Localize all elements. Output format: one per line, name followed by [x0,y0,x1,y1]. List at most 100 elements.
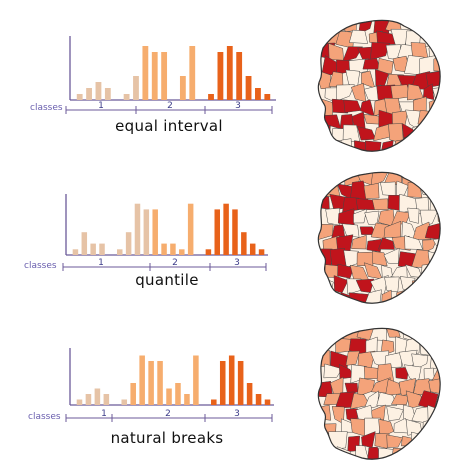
map-district [370,42,391,61]
class-label-3: 3 [234,258,240,268]
panel-equal-interval: classes 1 2 3 equal interval [30,19,441,152]
chart-title: natural breaks [111,429,224,447]
histogram-bar [166,388,172,405]
histogram-bar [143,209,150,255]
choropleth-map-natural-breaks [317,327,441,460]
histogram-bar [255,394,262,405]
histogram-bar [184,394,190,405]
map-district [364,289,382,304]
map-district [376,391,397,406]
histogram-bar [170,243,176,255]
histogram-bar [187,203,194,255]
histogram-bar [264,94,271,100]
map-district [431,29,441,44]
histogram-bar [264,399,271,405]
map-district [366,238,382,253]
map-district [363,390,379,411]
map-district [436,181,441,199]
histogram-bar [151,52,158,100]
map-district [333,275,349,293]
histogram-bar [179,249,185,255]
map-district [386,405,404,421]
histogram-bar [134,203,141,255]
map-district [419,209,439,227]
map-district [371,404,386,421]
map-district [428,378,441,395]
class-label-1: 1 [101,409,107,419]
class-label-1: 1 [98,258,104,268]
map-district [427,328,441,343]
histogram-bar [189,46,196,100]
classes-label: classes [24,261,57,271]
histogram-bar [241,232,247,255]
map-district [407,445,423,460]
histogram-bar [95,82,102,100]
map-district [374,433,390,449]
histogram-bar [211,399,217,405]
map-district [342,124,360,143]
map-district [407,207,420,224]
classes-label: classes [30,103,63,113]
map-district [422,239,437,254]
map-district [420,289,437,304]
histogram-bar [161,243,167,255]
histogram-bar [85,394,92,405]
map-district [348,29,369,44]
histogram-bar [223,203,229,255]
histogram-bar [245,76,252,100]
histogram-bar [90,243,96,255]
map-district [404,137,425,152]
class-bracket [62,263,267,271]
class-bracket [65,106,273,114]
map-district [413,20,428,35]
map-district [404,291,424,304]
histogram-bar [94,388,101,405]
map-district [412,280,432,291]
map-district [401,328,419,341]
map-district [369,328,387,341]
histogram-bar [103,394,110,405]
map-district [391,447,412,460]
histogram-bar [72,249,79,255]
map-district [353,208,367,224]
histogram-quantile: classes 1 2 3 quantile [24,194,268,289]
histogram-bar [193,355,199,405]
panel-quantile: classes 1 2 3 quantile [24,171,441,304]
histogram-bar [226,46,233,100]
histogram-bar [258,249,265,255]
map-district [429,277,441,297]
histogram-bar [76,399,83,405]
class-label-2: 2 [165,409,171,419]
map-district [372,251,388,267]
map-district [384,276,400,293]
class-label-2: 2 [172,258,178,268]
map-district [318,350,331,367]
histogram-bar [86,88,92,100]
histogram-bar [179,76,186,100]
choropleth-map-quantile [317,171,441,304]
histogram-bar [121,399,128,405]
map-district [318,20,331,34]
histogram-bar [130,383,136,405]
histogram-bar [236,52,243,100]
map-district [432,418,441,435]
map-district [432,113,441,130]
class-label-1: 1 [98,101,104,111]
histogram-bar [117,249,123,255]
map-district [390,393,409,405]
histogram-bar [123,94,130,100]
map-district [424,20,441,34]
map-district [432,289,441,304]
map-district [381,289,393,304]
map-district [345,350,360,366]
histogram-bar [148,361,154,405]
map-district [417,140,434,152]
map-district [351,234,367,250]
class-label-2: 2 [167,101,173,111]
map-district [435,263,441,279]
histogram-bar [214,209,220,255]
map-district [363,182,380,200]
histogram-bar [232,209,238,255]
map-district [431,337,441,352]
chart-title: quantile [135,271,199,289]
